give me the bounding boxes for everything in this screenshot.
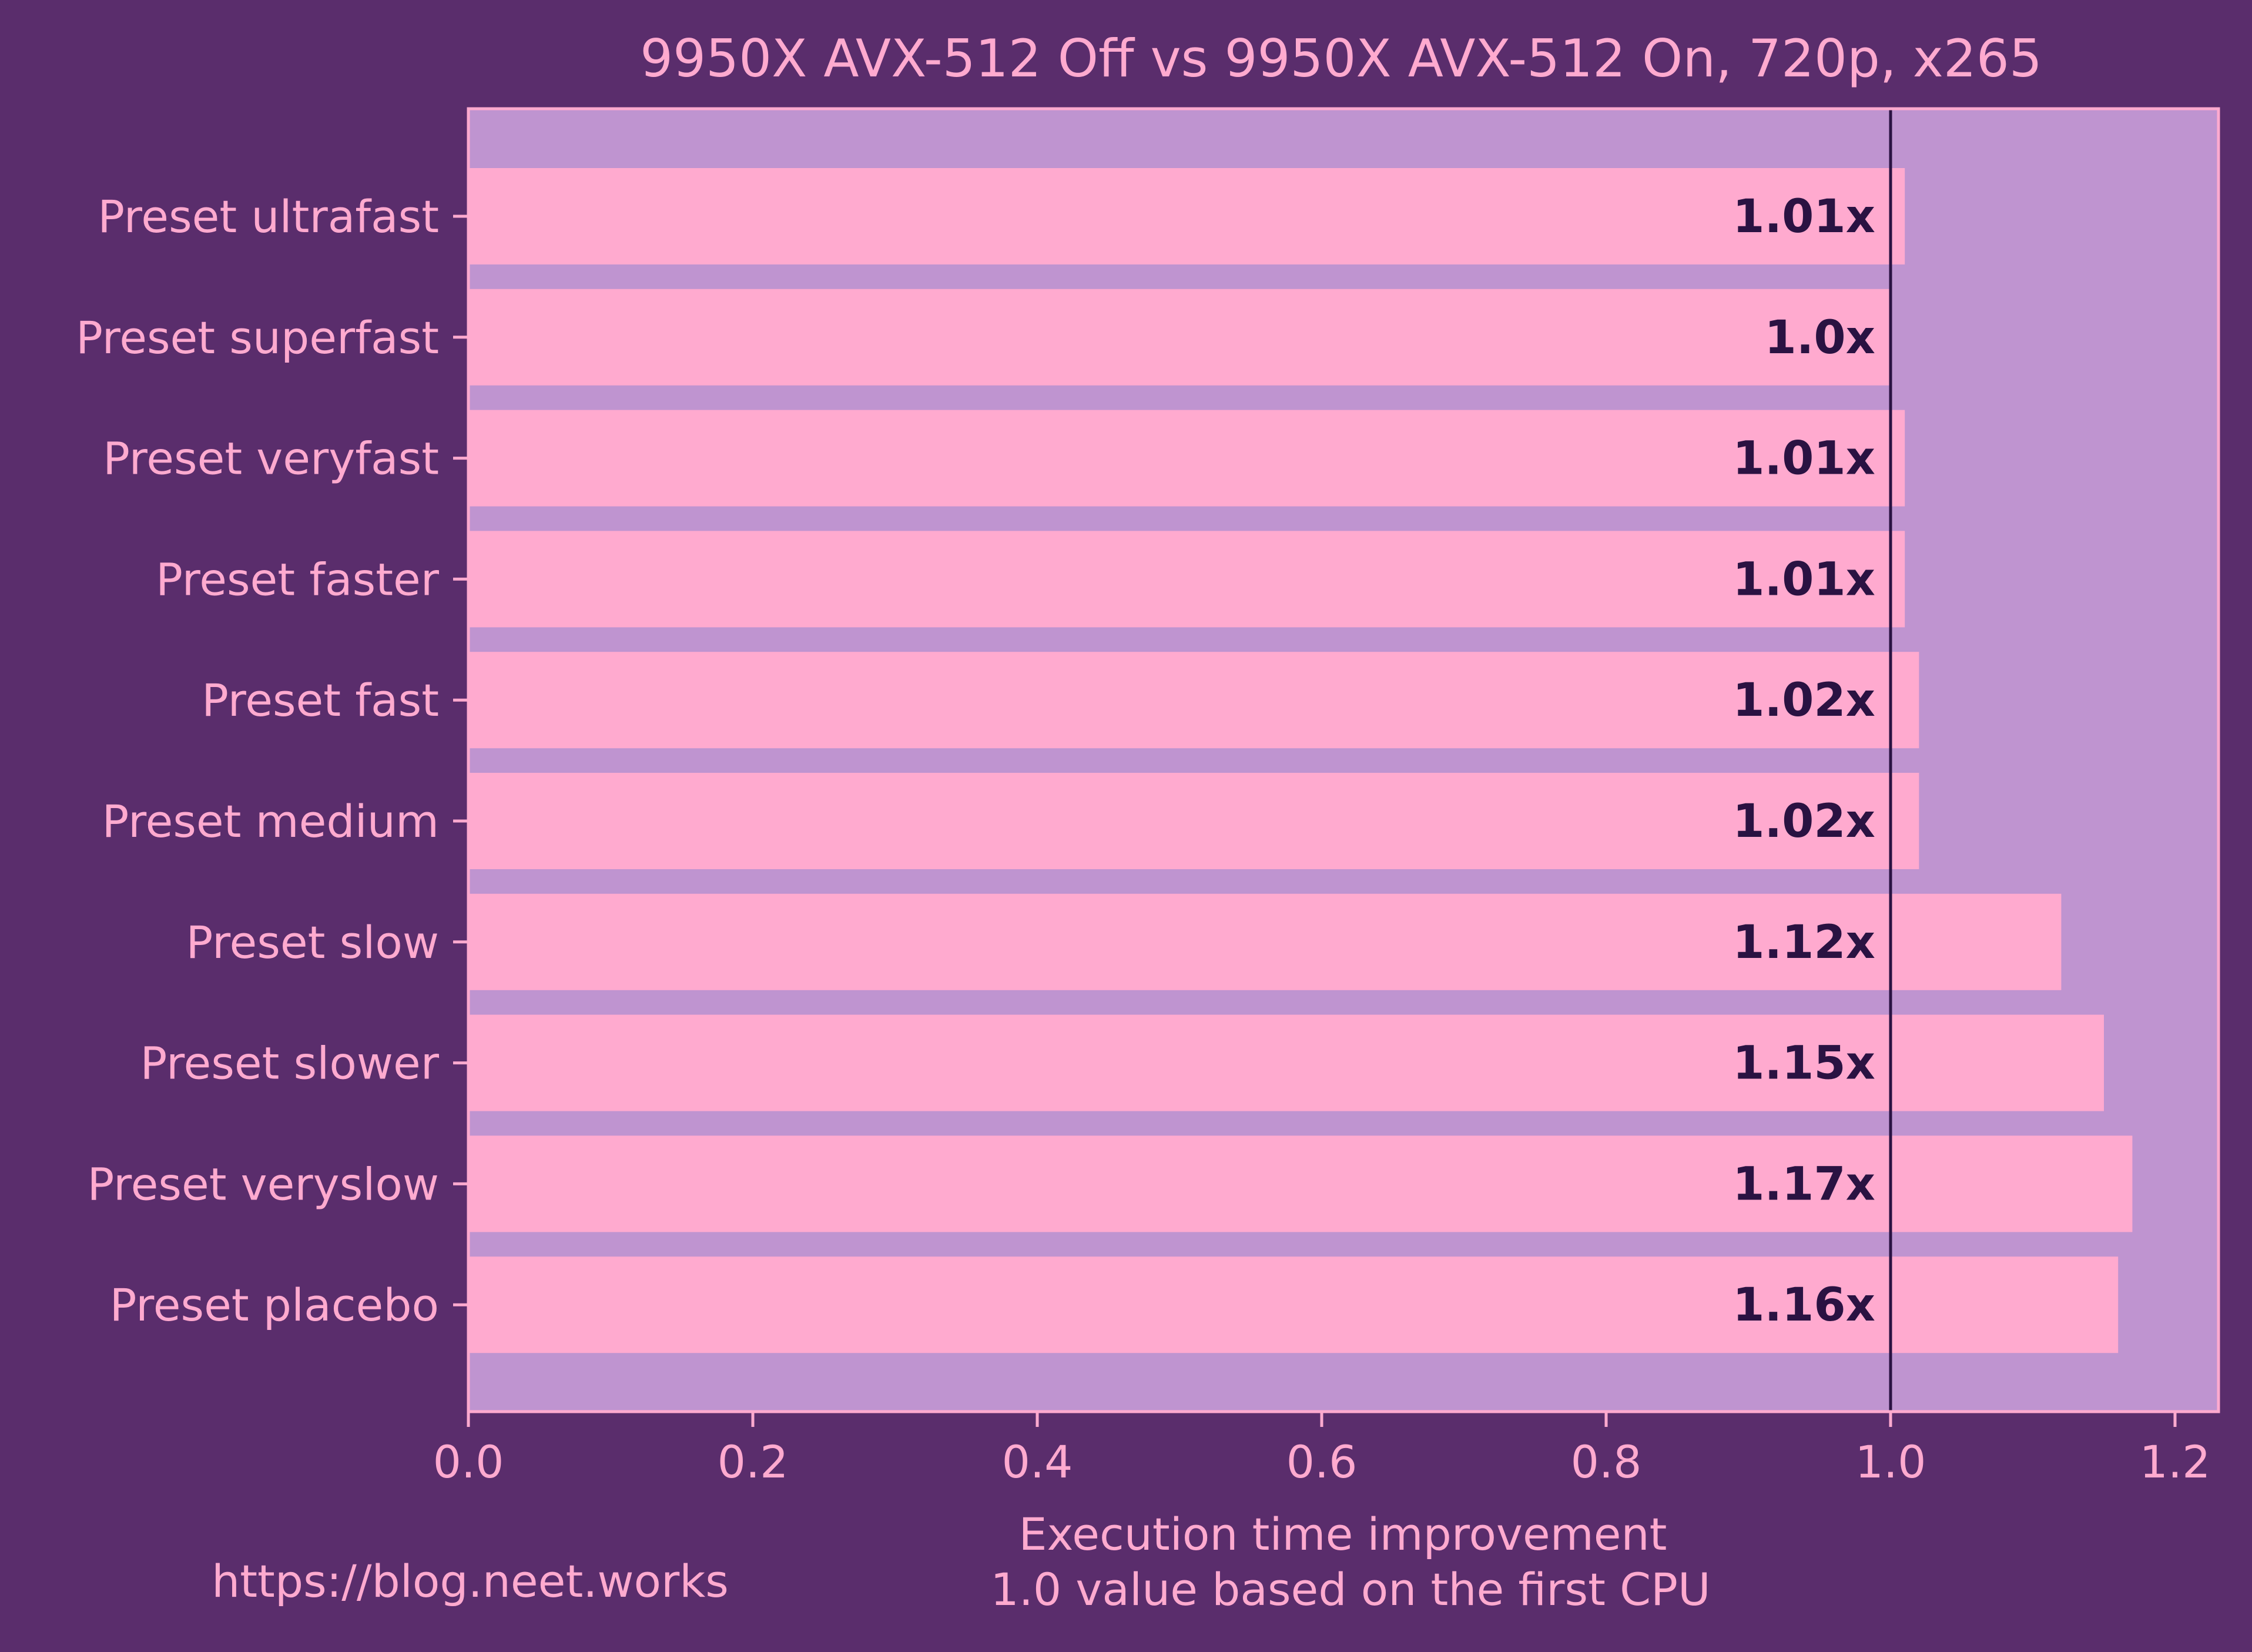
x-tick-label: 0.2 [718, 1436, 789, 1488]
bar [468, 1256, 2119, 1353]
category-label: Preset veryfast [103, 433, 439, 485]
category-label: Preset slow [186, 916, 439, 969]
category-label: Preset faster [156, 553, 440, 605]
category-label: Preset slower [140, 1037, 439, 1090]
category-label: Preset veryslow [88, 1158, 439, 1210]
x-tick-label: 0.4 [1002, 1436, 1073, 1488]
bar [468, 1135, 2133, 1232]
x-tick-label: 0.6 [1286, 1436, 1358, 1488]
category-label: Preset fast [202, 674, 439, 726]
x-tick-label: 1.0 [1855, 1436, 1926, 1488]
x-axis-label-line-2: 1.0 value based on the first CPU [990, 1563, 1710, 1616]
bar-value-label: 1.02x [1732, 674, 1875, 727]
bar-value-label: 1.01x [1732, 433, 1875, 485]
bar [468, 773, 1919, 869]
category-label: Preset medium [102, 795, 440, 847]
bar-value-label: 1.01x [1732, 553, 1875, 606]
footer-url: https://blog.neet.works [212, 1555, 729, 1607]
bar-value-label: 1.17x [1732, 1158, 1875, 1211]
bar [468, 531, 1905, 628]
category-label: Preset ultrafast [98, 190, 439, 243]
category-label: Preset placebo [110, 1279, 439, 1331]
bar-value-label: 1.0x [1765, 311, 1876, 364]
x-axis-label-line-1: Execution time improvement [1019, 1508, 1667, 1560]
plot-frame [467, 107, 2220, 1413]
chart-title: 9950X AVX-512 Off vs 9950X AVX-512 On, 7… [640, 28, 2042, 89]
bar [468, 893, 2062, 990]
x-tick-label: 0.8 [1571, 1436, 1642, 1488]
category-label: Preset superfast [76, 311, 439, 364]
bar [468, 1014, 2104, 1111]
bar [468, 289, 1891, 386]
bar-value-label: 1.16x [1732, 1279, 1875, 1332]
bar-value-label: 1.01x [1732, 190, 1875, 243]
x-tick-label: 0.0 [433, 1436, 504, 1488]
x-tick-label: 1.2 [2140, 1436, 2211, 1488]
bar [468, 410, 1905, 507]
bar-value-label: 1.12x [1732, 916, 1875, 969]
bar [468, 652, 1919, 749]
bar [468, 168, 1905, 264]
bar-value-label: 1.02x [1732, 795, 1875, 848]
bar-value-label: 1.15x [1732, 1037, 1875, 1090]
